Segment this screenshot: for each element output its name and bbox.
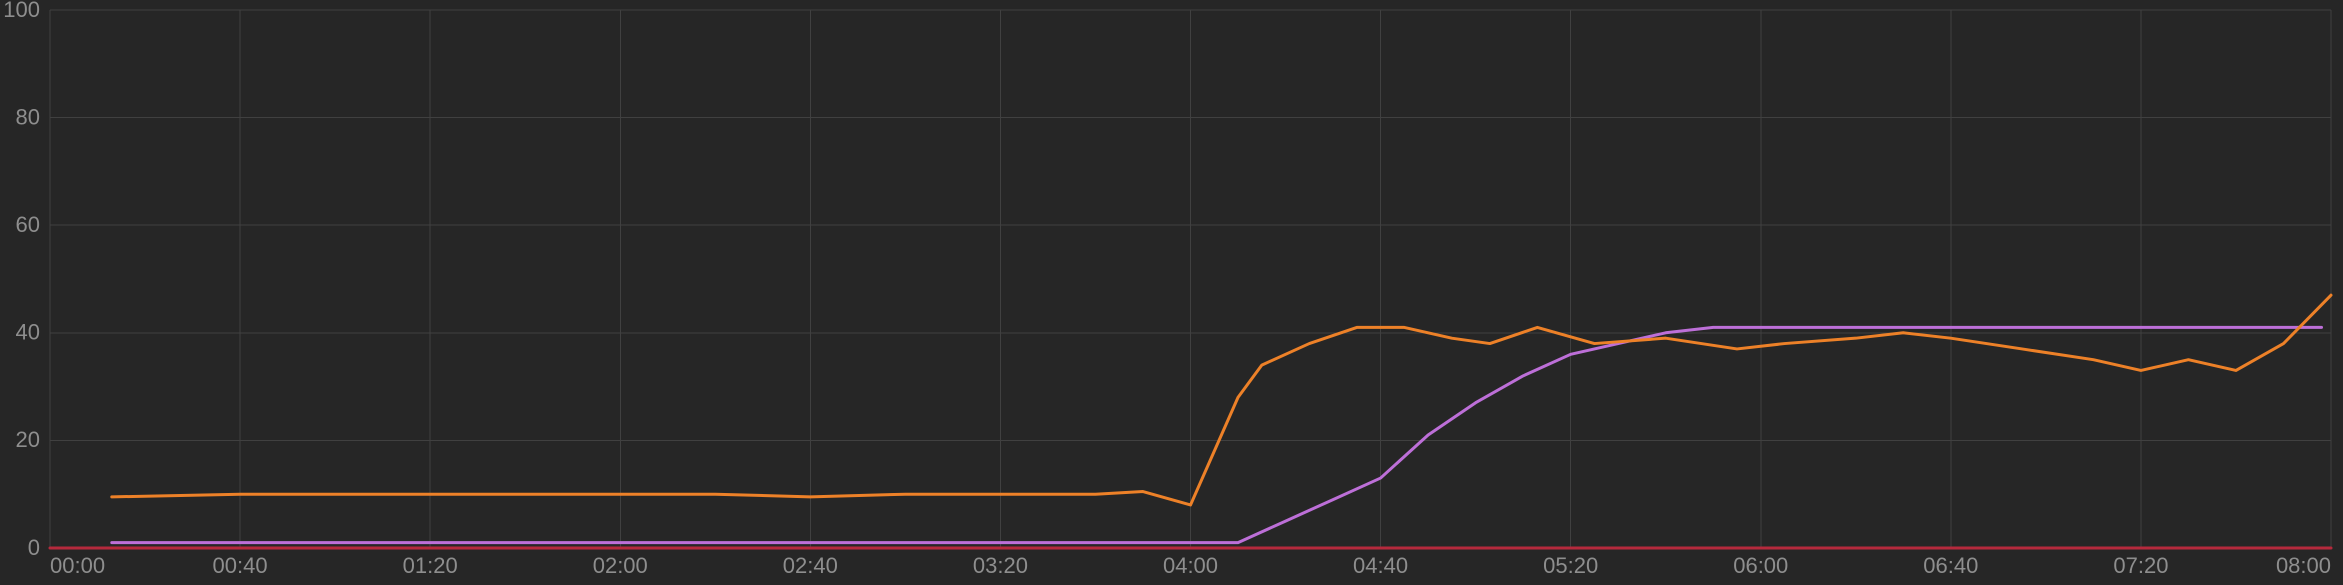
x-axis-tick-label: 04:00 xyxy=(1163,553,1218,578)
x-axis-tick-label: 06:00 xyxy=(1733,553,1788,578)
y-axis-tick-label: 80 xyxy=(16,104,40,129)
x-axis-tick-label: 02:40 xyxy=(783,553,838,578)
x-axis-tick-label: 02:00 xyxy=(593,553,648,578)
y-axis-tick-label: 0 xyxy=(28,535,40,560)
x-axis-tick-label: 00:40 xyxy=(213,553,268,578)
timeseries-chart: 0 20 40 60 80 100 00:00 00:40 01:20 02:00 02:40 03:… xyxy=(0,0,2343,585)
chart-svg: 0 20 40 60 80 100 00:00 00:40 01:20 02:00 02:40 03:… xyxy=(0,0,2343,585)
x-axis-tick-label: 06:40 xyxy=(1923,553,1978,578)
y-axis-tick-label: 20 xyxy=(16,427,40,452)
y-axis-tick-label: 100 xyxy=(3,0,40,22)
x-axis-tick-label: 03:20 xyxy=(973,553,1028,578)
x-axis-tick-label: 00:00 xyxy=(50,553,105,578)
x-axis-tick-label: 05:20 xyxy=(1543,553,1598,578)
x-axis-tick-label: 08:00 xyxy=(2276,553,2331,578)
x-axis-tick-label: 07:20 xyxy=(2113,553,2168,578)
x-axis-tick-label: 04:40 xyxy=(1353,553,1408,578)
y-axis-tick-label: 40 xyxy=(16,320,40,345)
x-axis-tick-label: 01:20 xyxy=(403,553,458,578)
y-axis-tick-label: 60 xyxy=(16,212,40,237)
